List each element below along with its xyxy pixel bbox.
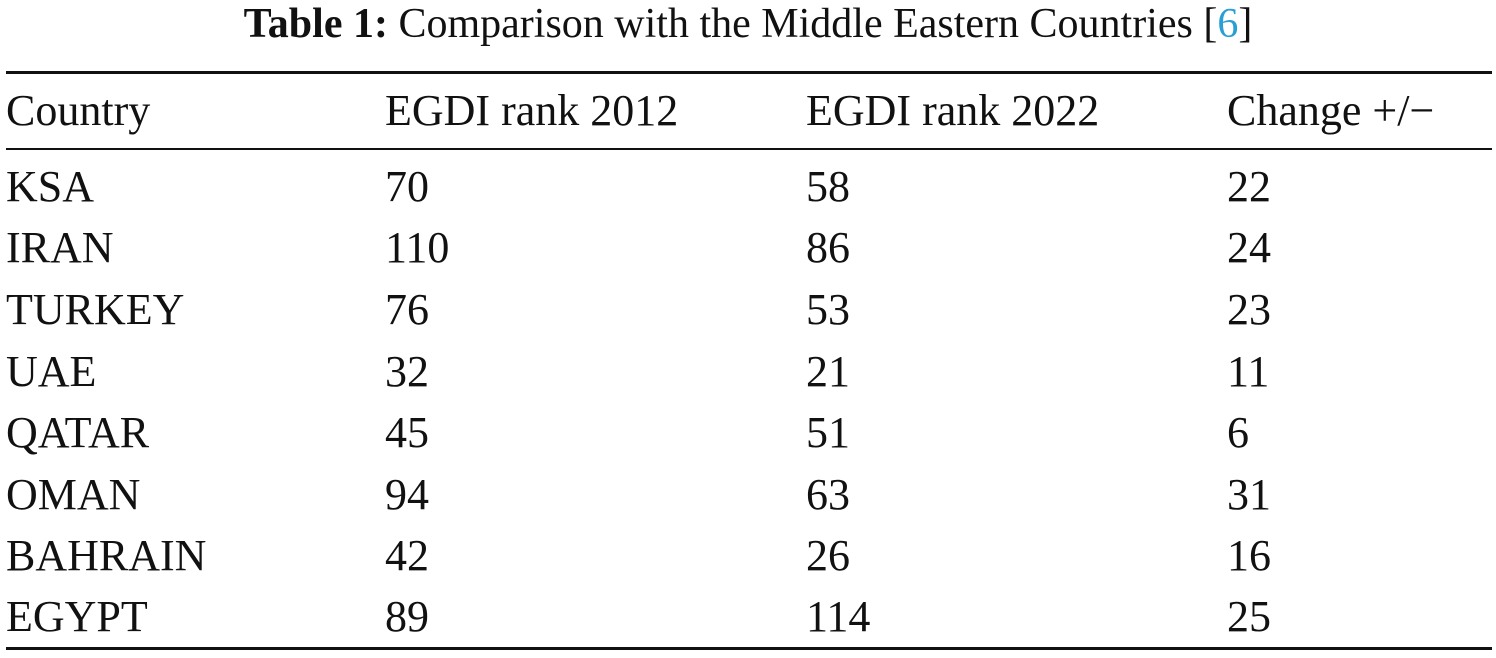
cell-egdi-2012: 32 (385, 347, 429, 396)
cell-country: TURKEY (6, 285, 185, 334)
cell-egdi-2012: 42 (385, 531, 429, 580)
cell-egdi-2022: 114 (806, 592, 871, 641)
table-top-rule (6, 71, 1492, 74)
cell-change: 25 (1227, 592, 1271, 641)
cell-change: 31 (1227, 470, 1271, 519)
table-row: UAE 32 21 11 (0, 341, 1496, 403)
cell-country: OMAN (6, 470, 141, 519)
cell-egdi-2012: 70 (385, 162, 429, 211)
header-country: Country (6, 86, 151, 135)
cell-change: 22 (1227, 162, 1271, 211)
table-caption: Table 1: Comparison with the Middle East… (0, 0, 1496, 60)
table-row: OMAN 94 63 31 (0, 464, 1496, 526)
cell-egdi-2022: 26 (806, 531, 850, 580)
cell-change: 6 (1227, 408, 1249, 457)
table-header-row: Country EGDI rank 2012 EGDI rank 2022 Ch… (0, 80, 1496, 142)
cell-egdi-2022: 21 (806, 347, 850, 396)
cell-egdi-2022: 63 (806, 470, 850, 519)
header-change: Change +/− (1227, 86, 1435, 135)
cell-country: UAE (6, 347, 97, 396)
cell-country: KSA (6, 162, 95, 211)
table-row: QATAR 45 51 6 (0, 402, 1496, 464)
header-egdi-2022: EGDI rank 2022 (806, 86, 1100, 135)
cell-country: QATAR (6, 408, 150, 457)
table-row: KSA 70 58 22 (0, 156, 1496, 218)
header-egdi-2012: EGDI rank 2012 (385, 86, 679, 135)
cell-country: BAHRAIN (6, 531, 207, 580)
caption-text: Comparison with the Middle Eastern Count… (398, 1, 1193, 47)
citation-bracket-close: ] (1238, 1, 1253, 47)
cell-country: EGYPT (6, 592, 148, 641)
table-row: EGYPT 89 114 25 (0, 586, 1496, 648)
citation-link[interactable]: 6 (1217, 1, 1239, 47)
cell-egdi-2012: 45 (385, 408, 429, 457)
caption-label: Table 1: (243, 1, 388, 47)
table-bottom-rule (6, 647, 1492, 650)
cell-egdi-2022: 86 (806, 223, 850, 272)
cell-egdi-2012: 89 (385, 592, 429, 641)
table-header-rule (6, 148, 1492, 150)
table-row: BAHRAIN 42 26 16 (0, 525, 1496, 587)
cell-change: 23 (1227, 285, 1271, 334)
cell-egdi-2022: 58 (806, 162, 850, 211)
table-row: IRAN 110 86 24 (0, 217, 1496, 279)
cell-egdi-2022: 53 (806, 285, 850, 334)
cell-change: 16 (1227, 531, 1271, 580)
table-row: TURKEY 76 53 23 (0, 279, 1496, 341)
cell-egdi-2012: 94 (385, 470, 429, 519)
cell-egdi-2022: 51 (806, 408, 850, 457)
cell-egdi-2012: 110 (385, 223, 450, 272)
cell-change: 24 (1227, 223, 1271, 272)
cell-change: 11 (1227, 347, 1270, 396)
cell-egdi-2012: 76 (385, 285, 429, 334)
cell-country: IRAN (6, 223, 114, 272)
citation-bracket-open: [ (1203, 1, 1218, 47)
